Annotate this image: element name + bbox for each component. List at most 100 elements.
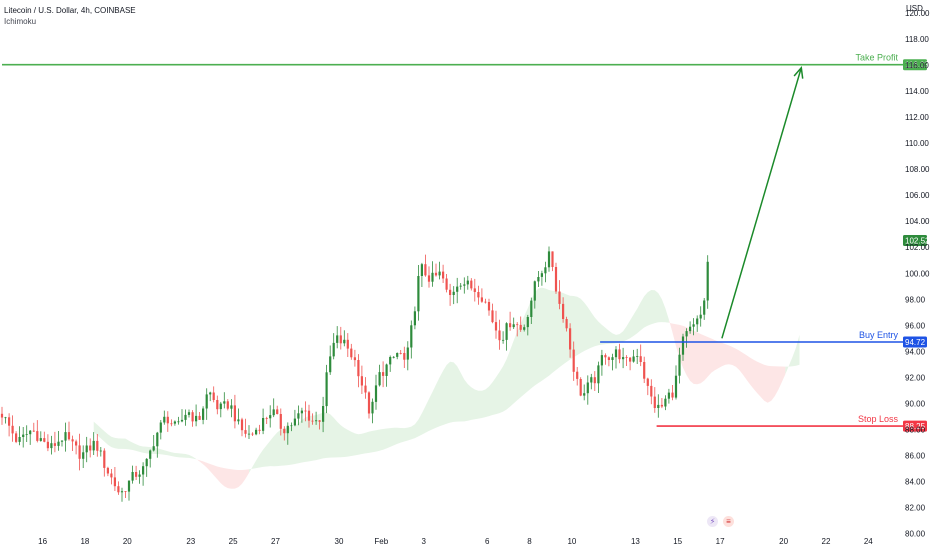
candle	[699, 314, 702, 319]
candle	[399, 353, 402, 354]
buy-entry-price-badge	[903, 336, 927, 348]
price-tick-label: 98.00	[905, 295, 926, 304]
time-tick-label: 20	[123, 537, 132, 546]
candle	[512, 324, 515, 328]
candle	[18, 437, 21, 442]
candle	[629, 357, 632, 362]
candle	[311, 420, 314, 422]
candle	[57, 441, 60, 446]
candle	[643, 362, 646, 379]
candle	[590, 377, 593, 383]
candle	[124, 491, 127, 492]
candle	[600, 355, 603, 366]
candle	[329, 356, 332, 373]
candle	[473, 288, 476, 292]
price-tick-label: 114.00	[905, 87, 929, 96]
candle	[533, 281, 536, 301]
candle	[336, 335, 339, 343]
candle	[396, 353, 399, 357]
lightning-event-icon[interactable]: ⚡	[707, 516, 718, 527]
time-tick-label: 10	[567, 537, 576, 546]
candle	[625, 357, 628, 358]
candle	[173, 421, 176, 424]
candle	[127, 480, 131, 492]
candle	[32, 430, 35, 432]
candle	[382, 372, 385, 376]
candle	[374, 385, 378, 402]
candle	[576, 371, 579, 379]
candle	[456, 286, 459, 292]
candle	[191, 412, 194, 422]
time-tick-label: 16	[38, 537, 47, 546]
indicator-name[interactable]: Ichimoku	[4, 17, 37, 26]
candle	[53, 443, 56, 446]
candle	[187, 412, 191, 415]
candle	[442, 271, 445, 279]
buy-entry-label: Buy Entry	[859, 330, 899, 340]
price-tick-label: 112.00	[905, 113, 929, 122]
current-price-badge	[903, 235, 927, 246]
candle	[237, 419, 240, 422]
price-tick-label: 88.00	[905, 425, 926, 434]
candle	[205, 394, 208, 409]
candle	[322, 406, 325, 422]
candle	[611, 357, 614, 360]
candle	[622, 357, 625, 360]
stop-loss-label: Stop Loss	[858, 414, 899, 424]
candle	[449, 289, 452, 295]
candle	[39, 438, 42, 441]
projection-arrowhead	[793, 65, 804, 79]
candle	[632, 356, 635, 362]
candle	[131, 472, 134, 481]
candle	[385, 364, 388, 376]
projection-arrow[interactable]	[721, 65, 804, 339]
time-tick-label: 20	[779, 537, 788, 546]
candle	[50, 443, 53, 449]
candle	[484, 301, 487, 303]
trade-levels[interactable]: Take Profit 116.03 Buy Entry 94.72 Stop Loss…	[2, 53, 930, 432]
candle	[509, 323, 512, 328]
candle	[177, 421, 180, 423]
candle	[25, 434, 28, 435]
candle	[209, 392, 212, 395]
price-tick-label: 118.00	[905, 35, 929, 44]
us-flag-event-icon[interactable]: ≡	[723, 516, 734, 527]
candle	[516, 324, 519, 326]
candle	[646, 378, 649, 386]
candle	[195, 415, 198, 422]
candle	[357, 360, 360, 377]
candle	[706, 261, 709, 301]
candle	[64, 432, 67, 441]
candle	[315, 420, 318, 422]
candle	[392, 356, 395, 358]
candle	[371, 401, 374, 414]
candle	[262, 418, 265, 431]
candle	[325, 372, 328, 407]
candle	[674, 375, 678, 398]
candle	[505, 323, 508, 340]
candlestick-series	[0, 246, 709, 502]
candle	[159, 422, 162, 433]
price-tick-label: 90.00	[905, 399, 926, 408]
candle	[60, 440, 64, 442]
candle	[286, 425, 289, 434]
projection-line[interactable]	[721, 67, 803, 339]
cloud-bearish	[196, 458, 249, 489]
candle	[434, 272, 438, 276]
candle	[491, 310, 494, 323]
candle	[346, 339, 349, 349]
price-tick-label: 106.00	[905, 191, 930, 200]
candle	[579, 379, 582, 396]
chart-symbol-title: Litecoin / U.S. Dollar, 4h, COINBASE	[4, 6, 136, 15]
price-axis[interactable]: USD 80.00 82.00 84.00 86.00 88.00 90.00 92.00 9…	[905, 4, 930, 539]
price-tick-label: 116.00	[905, 61, 929, 70]
candle	[307, 410, 311, 421]
candle	[11, 425, 14, 434]
price-tick-label: 104.00	[905, 217, 930, 226]
time-axis[interactable]: 16 18 20 23 25 27 30 Feb 3 6 8 10 13 15 17 20 22 24	[38, 537, 873, 546]
candle	[664, 398, 667, 407]
candle	[8, 417, 11, 426]
candle	[198, 415, 201, 420]
candle	[82, 452, 85, 459]
